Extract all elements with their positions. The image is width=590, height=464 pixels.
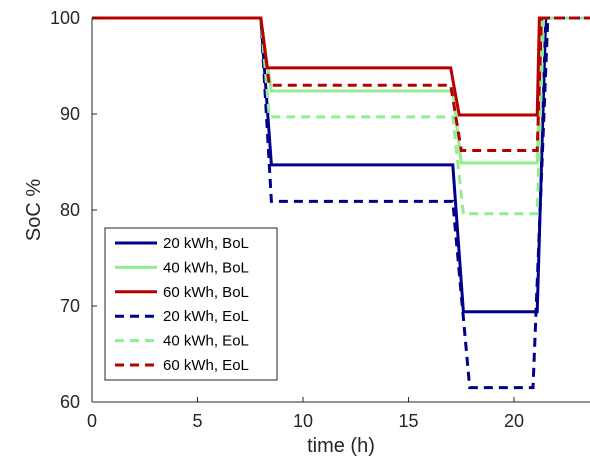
y-axis-label: SoC % bbox=[23, 179, 45, 241]
legend-label: 60 kWh, BoL bbox=[163, 284, 249, 301]
y-tick-label: 100 bbox=[50, 8, 80, 28]
y-tick-label: 70 bbox=[60, 296, 80, 316]
legend-label: 40 kWh, EoL bbox=[163, 333, 249, 350]
x-tick-label: 5 bbox=[193, 411, 203, 431]
y-tick-label: 80 bbox=[60, 200, 80, 220]
series-layer bbox=[92, 16, 590, 390]
legend-label: 20 kWh, EoL bbox=[163, 308, 249, 325]
legend-label: 60 kWh, EoL bbox=[163, 357, 249, 374]
x-tick-label: 0 bbox=[87, 411, 97, 431]
legend-label: 20 kWh, BoL bbox=[163, 235, 249, 252]
series-line-3 bbox=[92, 16, 590, 117]
ticks-layer: 0 5 10 15 20 60 70 80 90 100 bbox=[50, 8, 524, 431]
x-tick-label: 20 bbox=[504, 411, 524, 431]
x-tick-label: 10 bbox=[293, 411, 313, 431]
x-axis-label: time (h) bbox=[307, 435, 375, 457]
legend: 20 kWh, BoL 40 kWh, BoL 60 kWh, BoL 20 kWh,… bbox=[104, 227, 278, 381]
y-tick-label: 60 bbox=[60, 392, 80, 412]
legend-label: 40 kWh, BoL bbox=[163, 259, 249, 276]
series-line-6 bbox=[92, 16, 590, 152]
y-tick-label: 90 bbox=[60, 104, 80, 124]
x-tick-label: 15 bbox=[399, 411, 419, 431]
legend-box bbox=[104, 227, 278, 381]
